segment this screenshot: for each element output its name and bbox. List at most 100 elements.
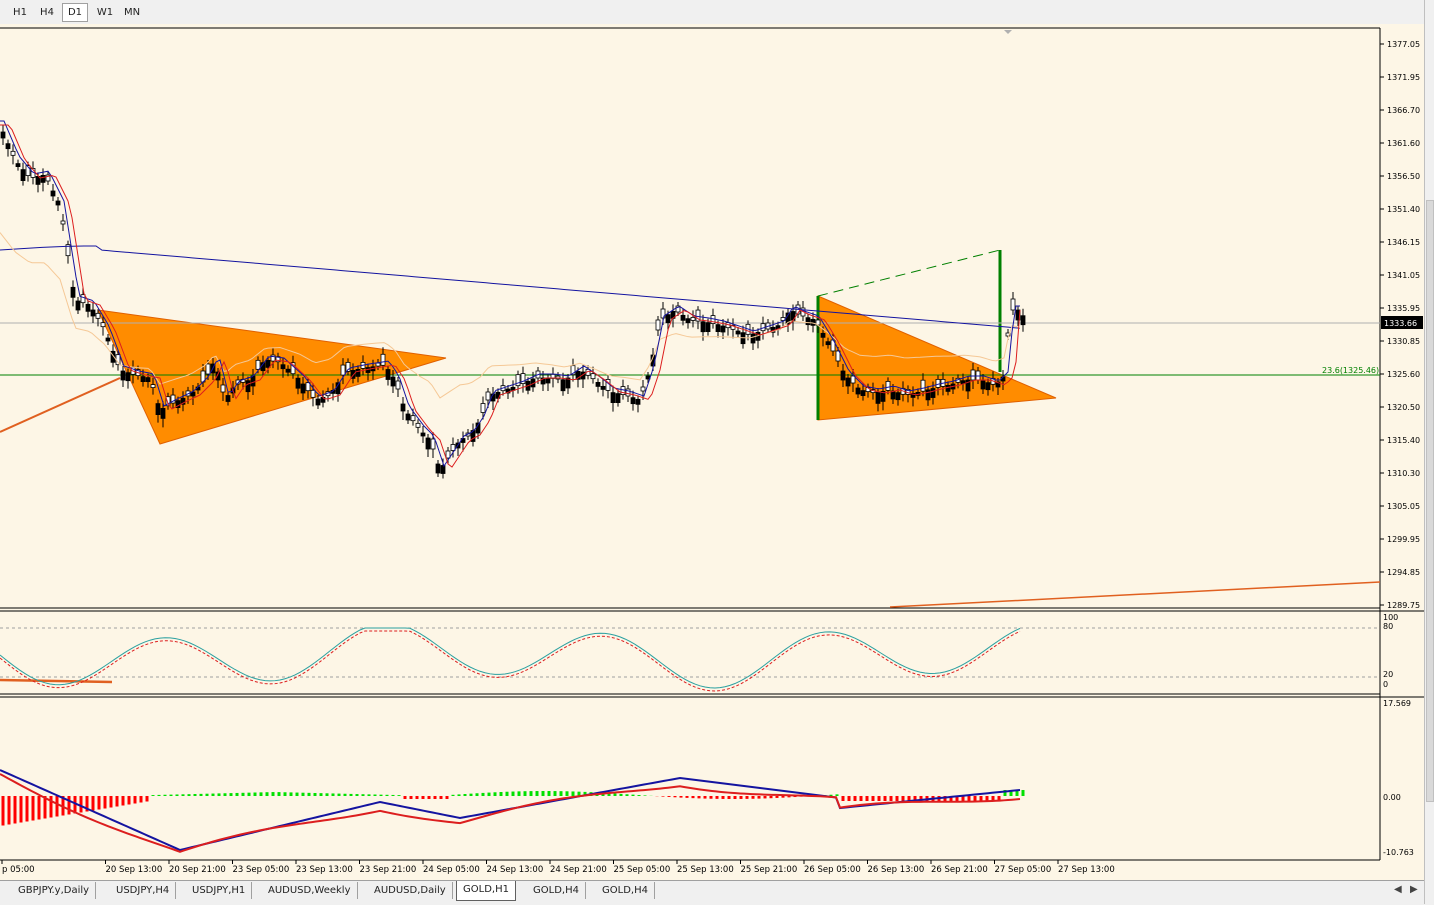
vertical-scrollbar[interactable] — [1426, 200, 1434, 802]
tab-usdjpy-h4[interactable]: USDJPY,H4 — [110, 882, 177, 899]
bear-candle — [180, 397, 186, 405]
tab-usdjpy-h1[interactable]: USDJPY,H1 — [186, 882, 253, 899]
bear-candle — [40, 174, 46, 183]
macd-tick-label: 0.00 — [1383, 793, 1401, 802]
bull-candle — [270, 354, 276, 362]
bear-candle — [845, 377, 851, 387]
bull-candle — [1010, 298, 1016, 311]
ma-200-line — [0, 245, 1021, 329]
timeframe-w1-button[interactable]: W1 — [96, 7, 114, 18]
tab-audusd-daily[interactable]: AUDUSD,Daily — [368, 882, 453, 899]
bull-candle — [885, 380, 891, 391]
bull-candle — [45, 174, 51, 182]
price-tick-label: 1377.05 — [1387, 40, 1420, 49]
bull-candle — [410, 415, 416, 422]
bull-candle — [170, 394, 176, 404]
ma-fast-line — [0, 120, 1020, 468]
bear-candle — [545, 377, 551, 384]
price-tick-label: 1330.85 — [1387, 337, 1420, 346]
bear-candle — [615, 393, 621, 404]
bear-candle — [860, 390, 866, 397]
price-tick-label: 1356.50 — [1387, 172, 1420, 181]
bear-candle — [610, 392, 616, 404]
bear-candle — [400, 403, 406, 412]
tab-audusd-weekly[interactable]: AUDUSD,Weekly — [262, 882, 358, 899]
bull-candle — [100, 322, 106, 328]
price-tick-label: 1305.05 — [1387, 502, 1420, 511]
chart-canvas[interactable]: 23.6(1325.46) 1377.05 1371.95 1366.70 1361.… — [0, 24, 1424, 880]
bear-candle — [700, 321, 706, 333]
stoch-main-line — [0, 627, 1021, 689]
bear-candle — [440, 465, 446, 474]
price-tick-label: 1310.30 — [1387, 469, 1420, 478]
fib-label: 23.6(1325.46) — [1322, 366, 1379, 375]
bear-candle — [945, 384, 951, 392]
tab-gold-h4-2[interactable]: GOLD,H4 — [596, 882, 655, 899]
bear-candle — [910, 392, 916, 398]
stochastic-panel — [0, 627, 1380, 692]
time-tick-label: 20 Sep 21:00 — [169, 865, 226, 875]
bull-candle — [450, 444, 456, 451]
bull-candle — [590, 373, 596, 380]
bear-candle — [420, 432, 426, 437]
bear-candle — [405, 413, 411, 421]
bull-candle — [205, 363, 211, 375]
bear-candle — [5, 143, 11, 150]
price-tick-label: 1320.50 — [1387, 403, 1420, 412]
time-tick-label: 24 Sep 05:00 — [423, 865, 480, 875]
bear-candle — [505, 388, 511, 394]
bear-candle — [665, 314, 671, 324]
bull-candle — [95, 312, 101, 319]
trend-line-left[interactable] — [0, 377, 121, 433]
bull-candle — [25, 165, 31, 177]
bear-candle — [15, 163, 21, 168]
bear-candle — [250, 375, 256, 387]
bull-candle — [375, 362, 381, 367]
bull-candle — [520, 373, 526, 385]
bear-candle — [540, 377, 546, 385]
price-tick-label: 1346.15 — [1387, 238, 1420, 247]
trend-line-bottom[interactable] — [889, 581, 1381, 608]
tab-scroll-right-icon[interactable]: ▶ — [1410, 884, 1418, 895]
price-tick-label: 1366.70 — [1387, 106, 1420, 115]
bull-candle — [730, 324, 736, 330]
timeframe-h4-button[interactable]: H4 — [40, 7, 54, 18]
bear-candle — [840, 370, 846, 381]
bear-candle — [20, 169, 26, 182]
time-tick-label: 26 Sep 05:00 — [804, 865, 861, 875]
time-tick-label: 25 Sep 13:00 — [677, 865, 734, 875]
bear-candle — [965, 379, 971, 392]
tab-gold-h4[interactable]: GOLD,H4 — [527, 882, 586, 899]
bear-candle — [105, 337, 111, 342]
stoch-tick-label: 80 — [1383, 622, 1393, 631]
bear-candle — [350, 369, 356, 379]
price-tick-label: 1335.95 — [1387, 304, 1420, 313]
tab-gold-h1[interactable]: GOLD,H1 — [456, 881, 516, 901]
time-tick-label: 24 Sep 21:00 — [550, 865, 607, 875]
time-tick-label: 25 Sep 21:00 — [741, 865, 798, 875]
bull-candle — [1005, 332, 1011, 337]
bear-candle — [125, 372, 131, 382]
time-tick-label: 25 Sep 05:00 — [614, 865, 671, 875]
bear-candle — [575, 370, 581, 380]
bear-candle — [560, 379, 566, 392]
time-tick-label: 20 Sep 13:00 — [106, 865, 163, 875]
tab-scroll-left-icon[interactable]: ◀ — [1394, 884, 1402, 895]
bear-candle — [280, 364, 286, 370]
bear-candle — [820, 332, 826, 338]
price-tick-label: 1289.75 — [1387, 601, 1420, 610]
time-tick-label: 26 Sep 21:00 — [931, 865, 988, 875]
price-tick-label: 1325.60 — [1387, 370, 1420, 379]
tab-gbpjpy-daily[interactable]: GBPJPY.y,Daily — [12, 882, 97, 899]
bear-candle — [145, 377, 151, 383]
timeframe-d1-button[interactable]: D1 — [62, 3, 88, 22]
timeframe-h1-button[interactable]: H1 — [13, 7, 27, 18]
bear-candle — [355, 368, 361, 377]
bear-candle — [855, 387, 861, 395]
bear-candle — [315, 398, 321, 406]
bear-candle — [50, 190, 56, 197]
timeframe-mn-button[interactable]: MN — [123, 7, 141, 18]
chart-tabs: GBPJPY.y,Daily USDJPY,H4 USDJPY,H1 AUDUS… — [0, 880, 1424, 905]
bear-candle — [985, 382, 991, 391]
stoch-trend-line[interactable] — [0, 678, 113, 684]
